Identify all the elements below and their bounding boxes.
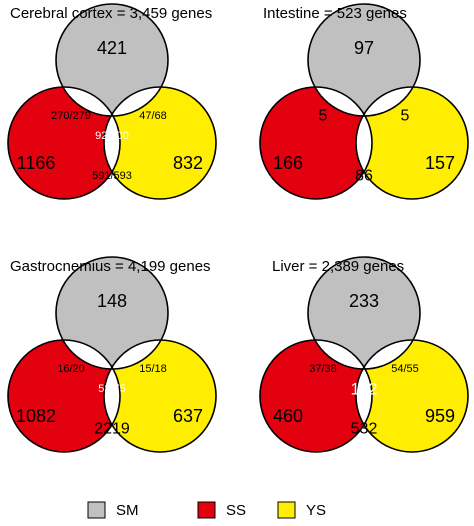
sm-ys-count: 15/18 [139,363,167,375]
sm-ys-count: 5 [401,108,410,125]
ss-ys-count: 532 [351,421,378,438]
venn-panel: Intestine = 523 genes 97 166 157 5 5 86 7 [259,3,469,200]
ss-only-count: 460 [273,406,303,426]
legend: SM SS YS [87,501,326,519]
ss-only-count: 166 [273,153,303,173]
venn-title: Gastrocnemius = 4,199 genes [10,258,211,275]
venn-title: Intestine = 523 genes [263,5,407,22]
sm-only-count: 233 [349,291,379,311]
legend-swatch [87,501,106,519]
sm-circle [56,257,168,369]
sm-only-count: 97 [354,38,374,58]
ys-circle [356,340,468,452]
sm-ss-count: 37/38 [309,363,337,375]
legend-swatch [277,501,296,519]
ys-only-count: 959 [425,406,455,426]
all-count: 112 [350,380,377,399]
venn-title: Liver = 2,389 genes [272,258,404,275]
sm-circle [308,4,420,116]
ys-circle [104,340,216,452]
ys-only-count: 637 [173,406,203,426]
sm-circle [56,4,168,116]
sm-ss-count: 270/279 [51,110,91,122]
ss-circle [260,340,372,452]
sm-circle [308,257,420,369]
sm-ss-count: 16/20 [57,363,85,375]
ss-circle [260,87,372,199]
ss-only-count: 1166 [17,153,56,173]
ys-circle [104,87,216,199]
sm-only-count: 148 [97,291,127,311]
ss-only-count: 1082 [16,406,56,426]
ys-circle [356,87,468,199]
legend-label: SS [226,502,246,519]
sm-ys-count: 47/68 [139,110,167,122]
ys-only-count: 157 [425,153,455,173]
sm-only-count: 421 [97,38,127,58]
ss-circle [8,87,120,199]
all-count: 92/100 [95,130,129,142]
sm-ys-count: 54/55 [391,363,419,375]
ss-ys-count: 591/593 [92,170,132,182]
ss-ys-count: 2219 [94,421,130,438]
legend-swatch [197,501,216,519]
ss-ys-count: 86 [355,168,373,185]
all-count: 7 [359,127,368,146]
ss-circle [8,340,120,452]
legend-label: YS [306,502,326,519]
venn-panel: Liver = 2,389 genes 233 460 959 37/38 54/55 53… [259,256,469,453]
venn-panel: Cerebral cortex = 3,459 genes 421 1166 832 2… [7,3,217,200]
sm-ss-count: 5 [319,108,328,125]
venn-panel: Gastrocnemius = 4,199 genes 148 1082 637 16/… [7,256,217,453]
venn-title: Cerebral cortex = 3,459 genes [10,5,212,22]
all-count: 52/75 [98,383,126,395]
ys-only-count: 832 [173,153,203,173]
legend-label: SM [116,502,139,519]
